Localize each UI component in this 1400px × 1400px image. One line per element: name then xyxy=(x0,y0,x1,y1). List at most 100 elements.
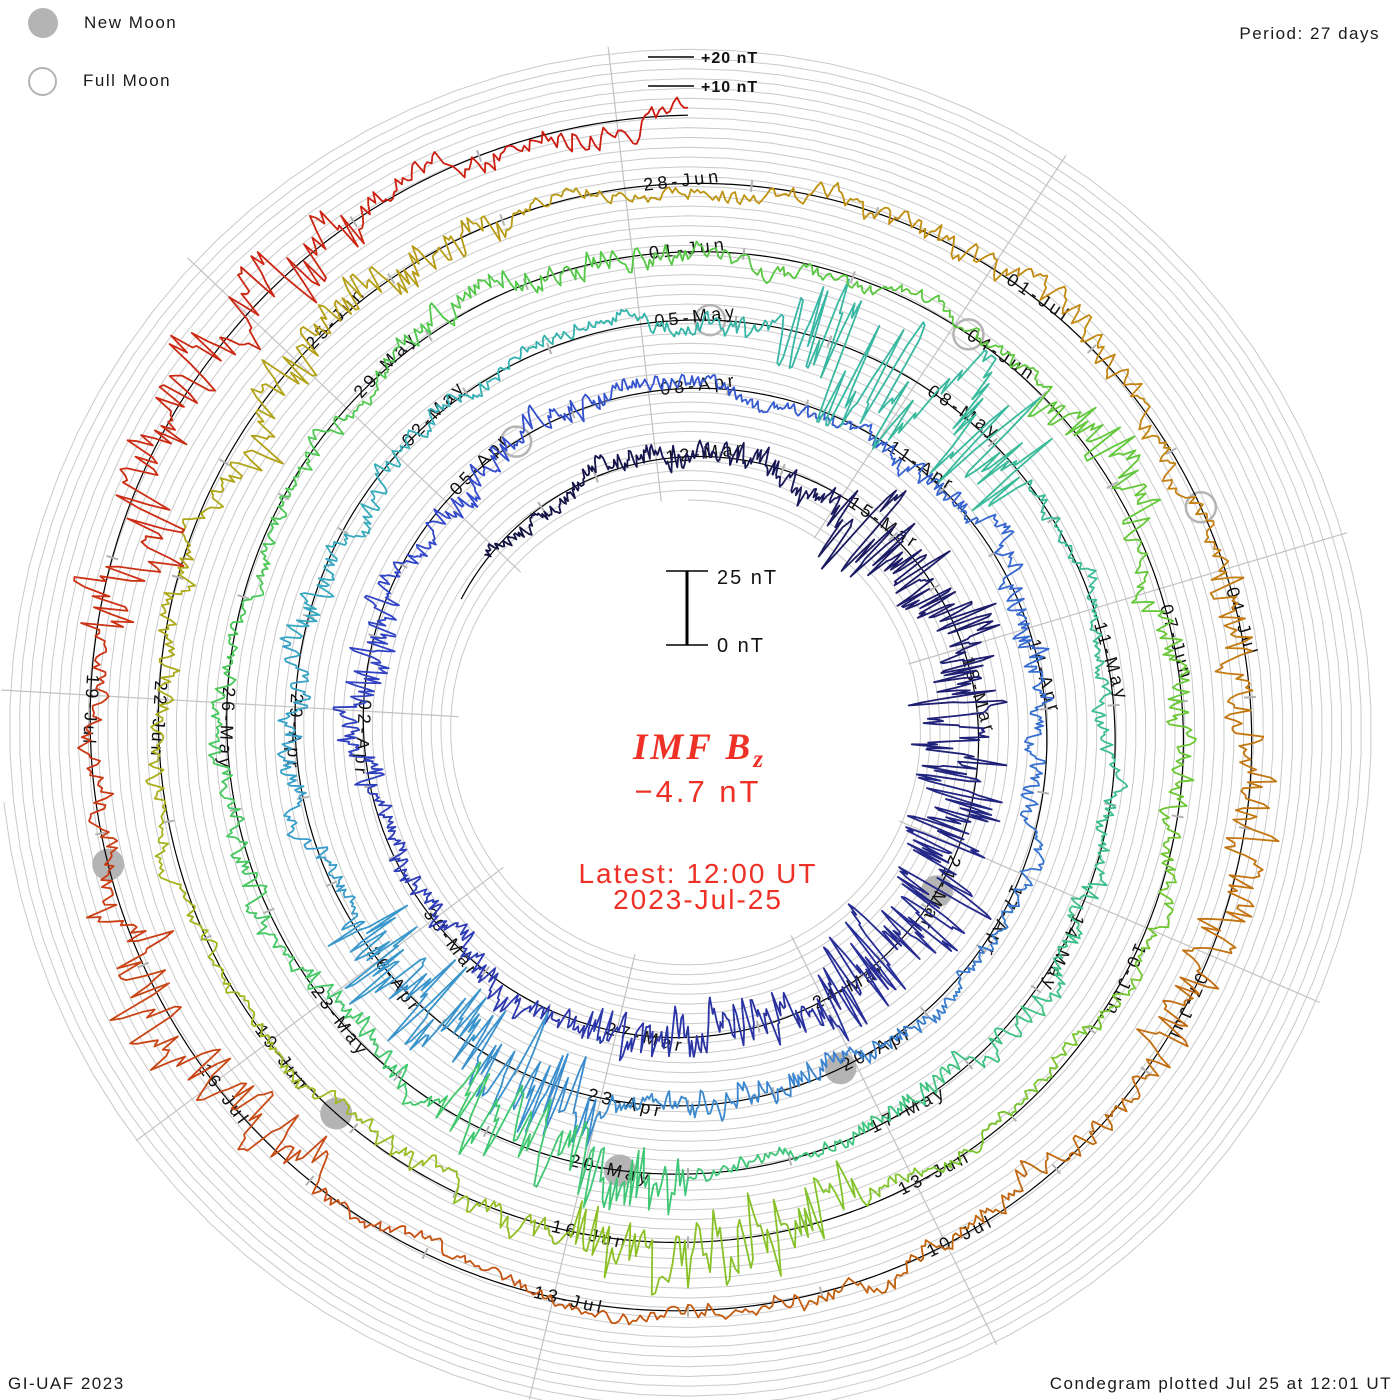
trace-segment xyxy=(366,783,408,855)
trace-segment xyxy=(1070,807,1115,910)
trace-segment xyxy=(896,587,1001,648)
trace-layer xyxy=(73,96,1280,1326)
trace-segment xyxy=(484,967,554,1025)
chart-title: IMF Bz xyxy=(458,726,938,774)
trace-segment xyxy=(692,996,764,1058)
trace-segment xyxy=(870,1063,961,1124)
date-label: 19-Jul xyxy=(79,674,103,748)
moon-legend: New Moon Full Moon xyxy=(28,6,177,122)
trace-segment xyxy=(179,461,263,569)
trace-segment xyxy=(513,187,640,216)
trace-segment xyxy=(1005,267,1105,364)
trace-segment xyxy=(285,549,338,639)
trace-segment xyxy=(891,457,965,510)
trace-segment xyxy=(332,705,385,786)
trace-segment xyxy=(325,463,388,551)
trace-segment xyxy=(891,980,963,1042)
trace-segment xyxy=(761,991,850,1046)
trace-segment xyxy=(360,151,497,216)
trace-segment xyxy=(744,398,826,420)
trace-segment xyxy=(812,278,926,428)
trace-segment xyxy=(623,309,724,338)
latest-date-label: 2023-Jul-25 xyxy=(613,884,783,915)
trace-segment xyxy=(1224,709,1280,843)
trace-segment xyxy=(811,1035,893,1081)
trace-segment xyxy=(550,1007,628,1044)
trace-segment xyxy=(930,1160,1042,1251)
trace-segment xyxy=(1091,708,1129,810)
trace-segment xyxy=(359,318,433,406)
current-value: −4.7 nT xyxy=(634,774,762,809)
trace-segment xyxy=(633,96,689,145)
date-label: 17-Apr xyxy=(978,882,1027,962)
period-label: Period: 27 days xyxy=(1239,24,1380,43)
trace-segment xyxy=(155,292,262,416)
trace-segment xyxy=(292,404,360,490)
trace-segment xyxy=(817,921,907,1028)
trace-segment xyxy=(484,513,535,558)
trace-segment xyxy=(1161,462,1245,581)
trace-segment xyxy=(794,1160,899,1240)
trace-segment xyxy=(897,1120,1002,1183)
trace-segment xyxy=(311,1149,423,1239)
trace-segment xyxy=(823,412,896,460)
trace-segment xyxy=(389,1061,491,1155)
trace-segment xyxy=(1089,607,1112,710)
date-label: 28-Jun xyxy=(642,166,723,195)
trace-segment xyxy=(299,266,411,357)
trace-segment xyxy=(1031,905,1084,1008)
trace-segment xyxy=(888,210,1008,282)
trace-segment xyxy=(964,397,1053,521)
trace-segment xyxy=(327,904,427,1005)
trace-segment xyxy=(950,1005,1046,1071)
trace-segment xyxy=(638,1089,730,1122)
trace-segment xyxy=(662,373,745,403)
baseline-layer xyxy=(89,114,1257,1317)
radial-spoke xyxy=(1,689,459,718)
trace-segment xyxy=(1122,483,1162,604)
trace-segment xyxy=(446,345,532,403)
legend-new-moon-row: New Moon xyxy=(28,6,177,40)
scale-bar-top-label: 25 nT xyxy=(717,567,778,589)
plotted-timestamp: Condegram plotted Jul 25 at 12:01 UT xyxy=(1049,1374,1392,1393)
trace-segment xyxy=(998,578,1050,659)
trace-segment xyxy=(809,1239,932,1306)
trace-segment xyxy=(537,247,645,292)
trace-segment xyxy=(200,926,264,1033)
chart-title-text: IMF B xyxy=(633,727,754,768)
trace-segment xyxy=(1141,601,1190,714)
trace-segment xyxy=(540,1289,675,1326)
trace-segment xyxy=(85,820,175,950)
trace-segment xyxy=(406,497,465,565)
trace-segment xyxy=(752,262,862,289)
trace-segment xyxy=(255,487,294,593)
credit-label: GI-UAF 2023 xyxy=(8,1374,125,1393)
trace-segment xyxy=(1182,837,1264,965)
full-moon-label: Full Moon xyxy=(83,71,172,90)
trace-segment xyxy=(226,798,268,909)
trace-segment xyxy=(638,186,764,206)
trace-segment xyxy=(581,375,665,410)
trace-segment xyxy=(77,681,115,822)
trace-segment xyxy=(115,414,188,567)
trace-segment xyxy=(577,1121,679,1216)
trace-segment xyxy=(326,983,393,1070)
trace-segment xyxy=(387,959,487,1063)
trace-segment xyxy=(277,636,312,736)
trace-segment xyxy=(1007,822,1045,911)
trace-segment xyxy=(847,882,966,960)
trace-segment xyxy=(388,853,444,924)
trace-segment xyxy=(677,1151,779,1197)
trace-segment xyxy=(643,240,754,271)
baseline-spiral xyxy=(89,114,1253,1312)
trace-segment xyxy=(208,690,234,801)
trace-segment xyxy=(260,1032,351,1116)
trace-segment xyxy=(910,706,1008,776)
trace-segment xyxy=(777,1116,874,1162)
trace-segment xyxy=(963,327,1053,418)
date-label: 10-Jun xyxy=(1101,941,1151,1022)
trace-segment xyxy=(872,349,1010,483)
plus10nT-label: +10 nT xyxy=(701,79,758,96)
new-moon-icon xyxy=(28,8,58,38)
trace-segment xyxy=(457,436,516,509)
